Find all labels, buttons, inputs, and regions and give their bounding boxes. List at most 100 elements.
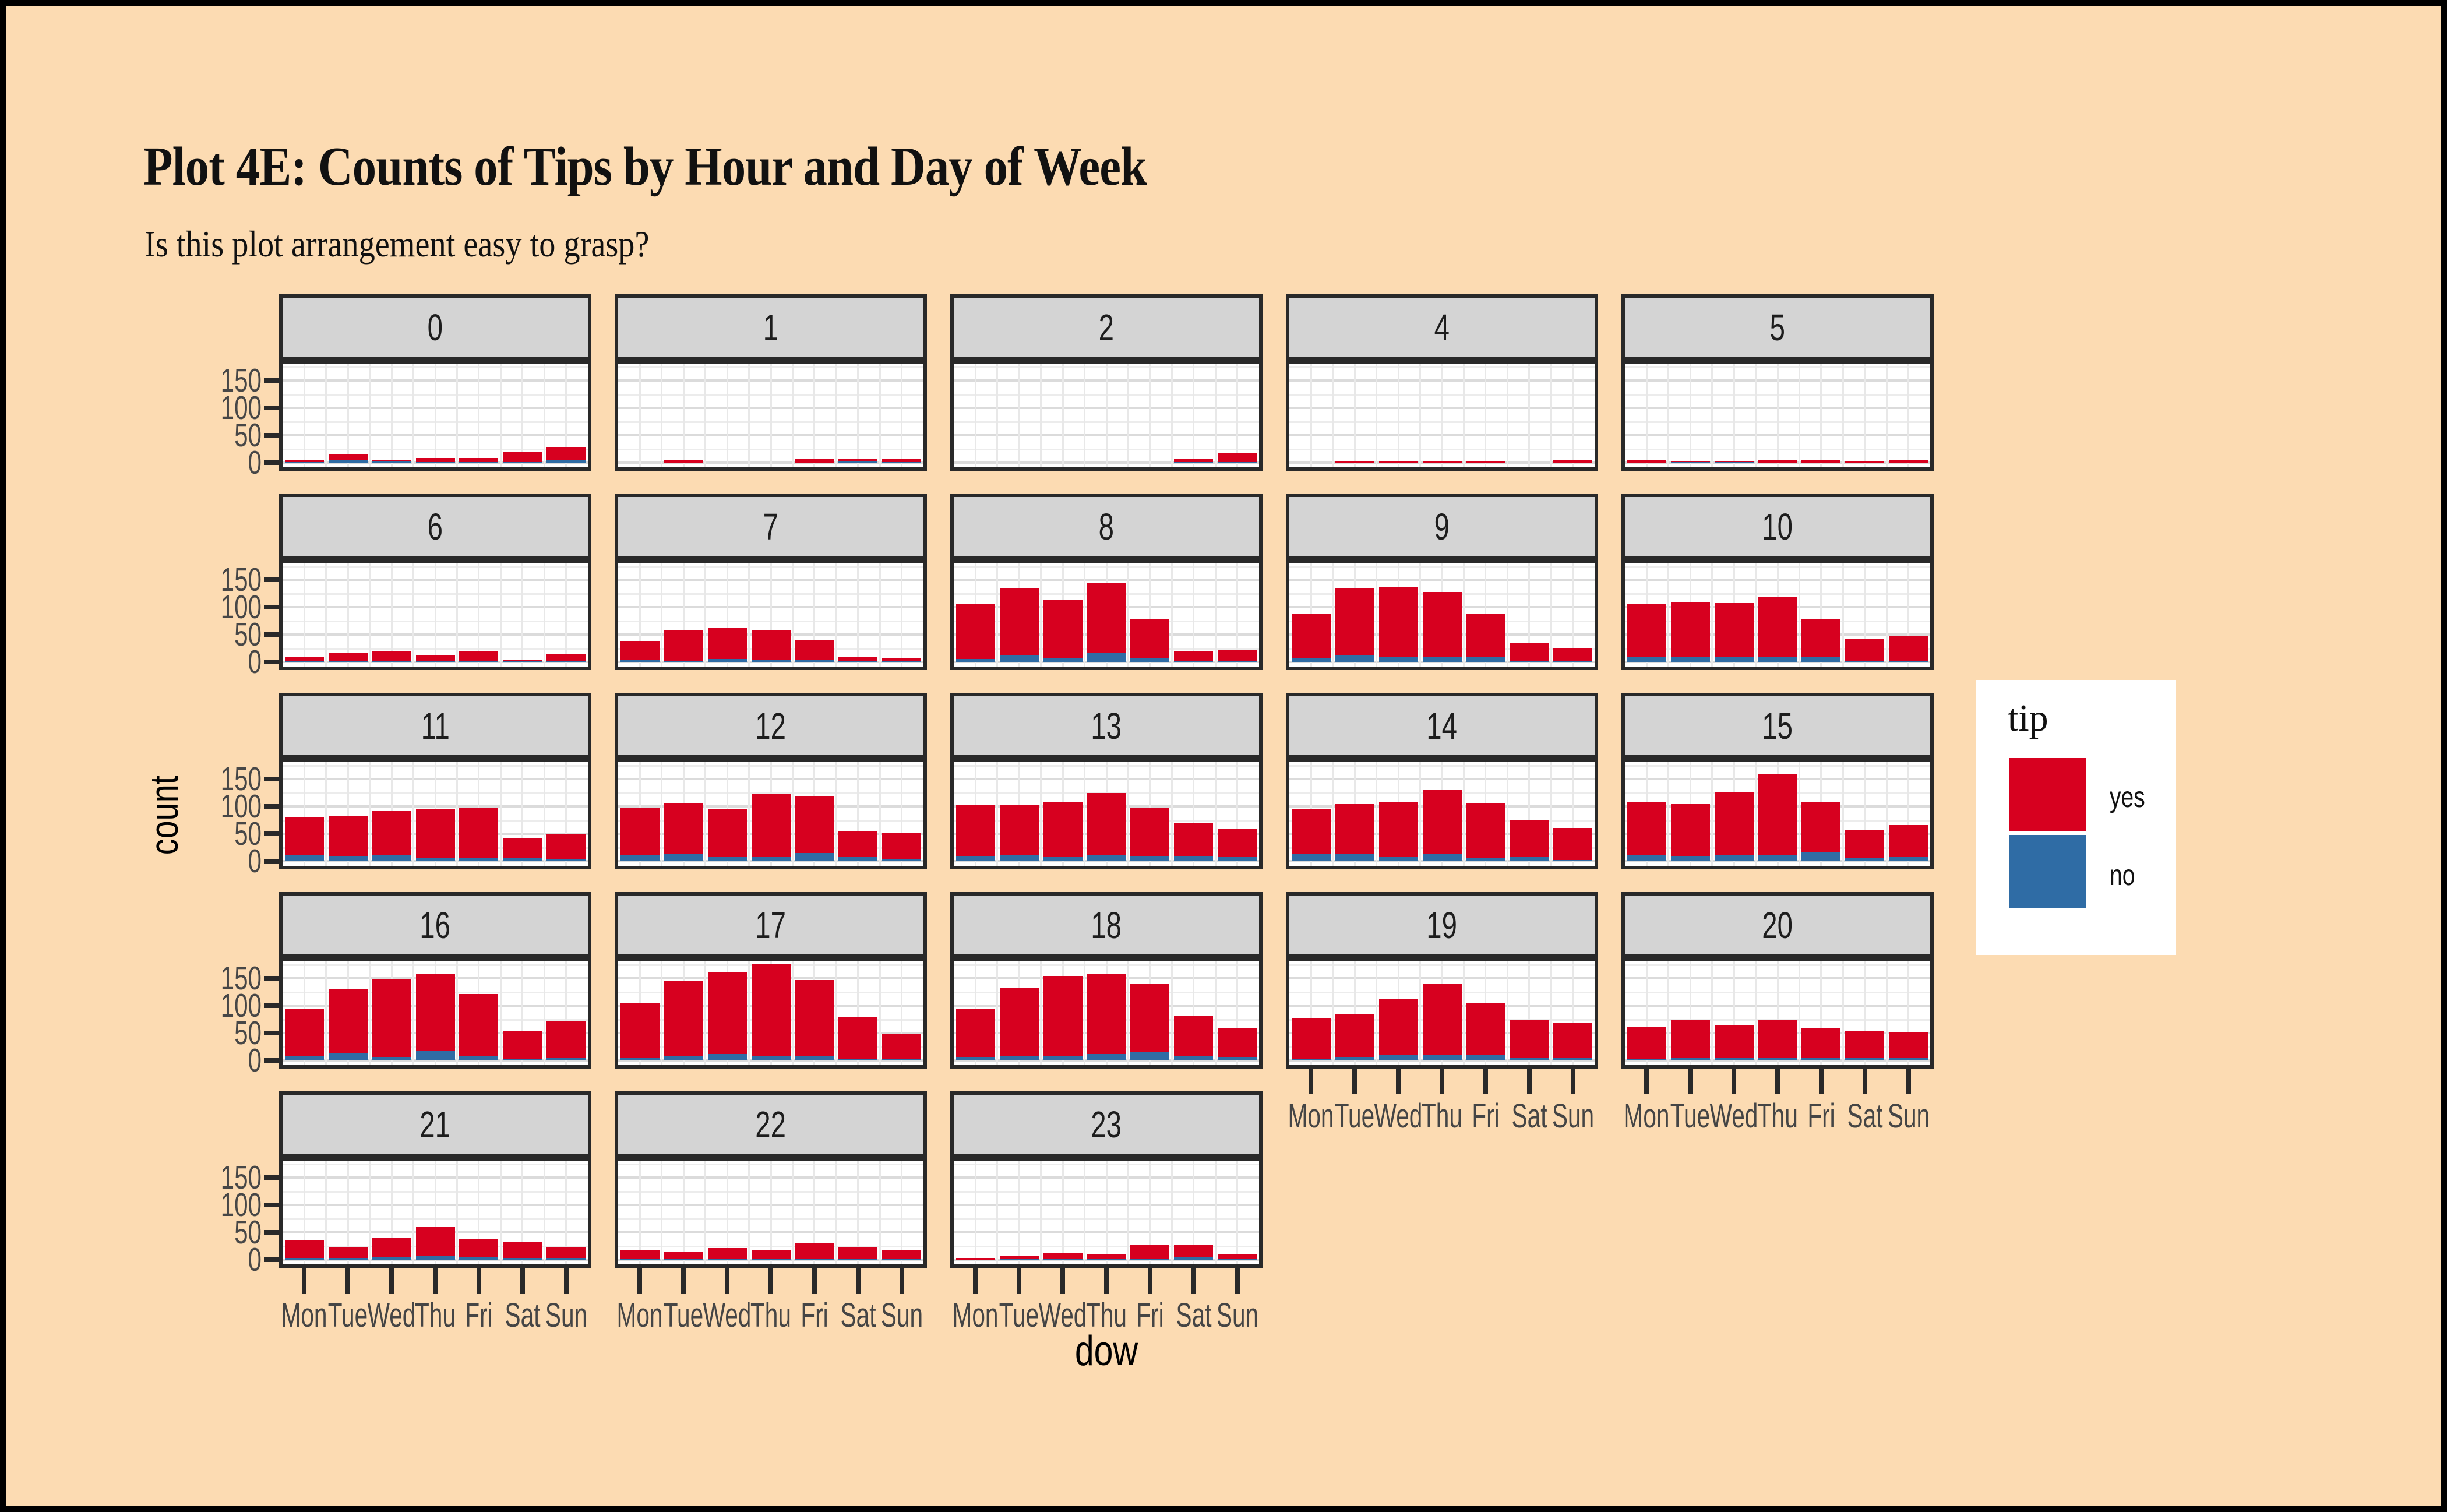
x-tick <box>389 1268 394 1294</box>
gridline-vertical <box>1864 762 1866 866</box>
gridline-vertical <box>303 762 305 866</box>
facet-hour-10: 10 <box>1621 494 1934 670</box>
y-tick <box>264 577 279 582</box>
bar-yes-Mon <box>284 1240 324 1259</box>
facet-hour-11: 11 150 100 50 0 <box>221 693 591 878</box>
gridline-vertical <box>791 563 794 667</box>
bar-yes-Sat <box>503 1031 542 1060</box>
x-tick-label: Fri <box>801 1296 828 1334</box>
x-tick <box>1191 1268 1196 1294</box>
bar-yes-Tue <box>1670 1020 1710 1058</box>
bar-yes-Wed <box>372 810 411 855</box>
bar-no-Thu <box>1422 1055 1462 1060</box>
gridline-vertical <box>857 364 859 467</box>
facet-hour-18: 18 <box>950 892 1263 1069</box>
gridline-vertical <box>1667 762 1670 866</box>
bar-no-Fri <box>1466 656 1505 662</box>
bar-yes-Thu <box>751 794 791 857</box>
gridline-vertical <box>1885 563 1888 667</box>
gridline-vertical <box>543 364 545 467</box>
gridline-vertical <box>1214 563 1217 667</box>
bar-no-Tue <box>1670 462 1710 463</box>
bar-yes-Tue <box>328 454 368 460</box>
bar-yes-Wed <box>1043 1253 1083 1260</box>
legend-swatch-no <box>2009 835 2086 908</box>
bar-yes-Fri <box>795 640 834 661</box>
x-tick <box>520 1268 525 1294</box>
gridline-vertical <box>1376 762 1378 866</box>
gridline-vertical <box>521 364 524 467</box>
x-tick-label: Thu <box>750 1296 791 1334</box>
bar-no-Fri <box>1466 858 1505 861</box>
gridline-vertical <box>1170 1161 1173 1264</box>
gridline-vertical <box>1376 364 1378 467</box>
gridline-vertical <box>1907 762 1910 866</box>
bar-no-Tue <box>664 1259 703 1260</box>
gridline-vertical <box>1310 364 1312 467</box>
bar-no-Fri <box>1466 1055 1505 1060</box>
bar-no-Sun <box>882 859 922 861</box>
x-tick-label: Sat <box>1176 1296 1212 1334</box>
facet-panel <box>615 958 927 1069</box>
facet-strip: 0 <box>279 294 591 360</box>
bar-no-Sat <box>1845 1058 1885 1060</box>
gridline-vertical <box>791 961 794 1065</box>
gridline-vertical <box>1645 961 1648 1065</box>
bar-yes-Tue <box>1670 804 1710 856</box>
gridline-vertical <box>1062 364 1064 467</box>
bar-yes-Wed <box>372 460 411 462</box>
bar-yes-Mon <box>284 1008 324 1056</box>
bar-no-Tue <box>999 854 1039 861</box>
bar-yes-Sat <box>1510 820 1549 857</box>
gridline-vertical <box>1193 364 1195 467</box>
gridline-vertical <box>565 762 567 866</box>
gridline-vertical <box>726 1161 728 1264</box>
bar-yes-Sun <box>1889 824 1928 858</box>
gridline-vertical <box>1018 364 1020 467</box>
bar-no-Sat <box>1510 661 1549 662</box>
y-tick-label: 50 <box>234 1214 262 1251</box>
gridline-vertical <box>1842 563 1844 667</box>
y-tick-label: 150 <box>220 561 262 598</box>
x-tick <box>1147 1268 1152 1294</box>
bar-yes-Tue <box>1335 1014 1374 1058</box>
facet-strip: 8 <box>950 494 1263 559</box>
bar-no-Mon <box>284 462 324 463</box>
facet-strip: 20 <box>1621 892 1934 958</box>
bar-no-Thu <box>1422 656 1462 662</box>
bar-yes-Fri <box>1130 618 1170 658</box>
bar-yes-Mon <box>620 641 660 661</box>
bar-no-Wed <box>707 659 747 662</box>
facet-hour-12: 12 <box>615 693 927 869</box>
gridline-vertical <box>813 563 816 667</box>
y-tick <box>264 804 279 809</box>
gridline-vertical <box>1733 961 1735 1065</box>
gridline-vertical <box>704 364 707 467</box>
y-tick <box>264 1031 279 1035</box>
bar-no-Thu <box>751 857 791 861</box>
bar-yes-Mon <box>955 1008 995 1058</box>
gridline-vertical <box>1864 364 1866 467</box>
gridline-vertical <box>1667 563 1670 667</box>
gridline-vertical <box>347 364 349 467</box>
gridline-vertical <box>704 762 707 866</box>
gridline-vertical <box>726 563 728 667</box>
x-tick <box>1570 1069 1575 1094</box>
bar-no-Sun <box>1218 1259 1257 1260</box>
x-tick <box>563 1268 569 1294</box>
facet-strip: 18 <box>950 892 1263 958</box>
facet-strip: 6 <box>279 494 591 559</box>
bar-yes-Mon <box>1627 604 1666 657</box>
gridline-vertical <box>1236 563 1239 667</box>
bar-yes-Fri <box>1466 461 1505 463</box>
facet-strip-label: 22 <box>755 1103 787 1146</box>
gridline-vertical <box>325 364 327 467</box>
x-tick <box>1352 1069 1358 1094</box>
bar-no-Sun <box>882 661 922 662</box>
gridline-vertical <box>1062 1161 1064 1264</box>
gridline-vertical <box>770 1161 772 1264</box>
bar-yes-Sun <box>1218 1254 1257 1260</box>
bar-no-Tue <box>664 661 703 662</box>
bar-yes-Tue <box>1670 461 1710 463</box>
gridline-vertical <box>996 1161 999 1264</box>
